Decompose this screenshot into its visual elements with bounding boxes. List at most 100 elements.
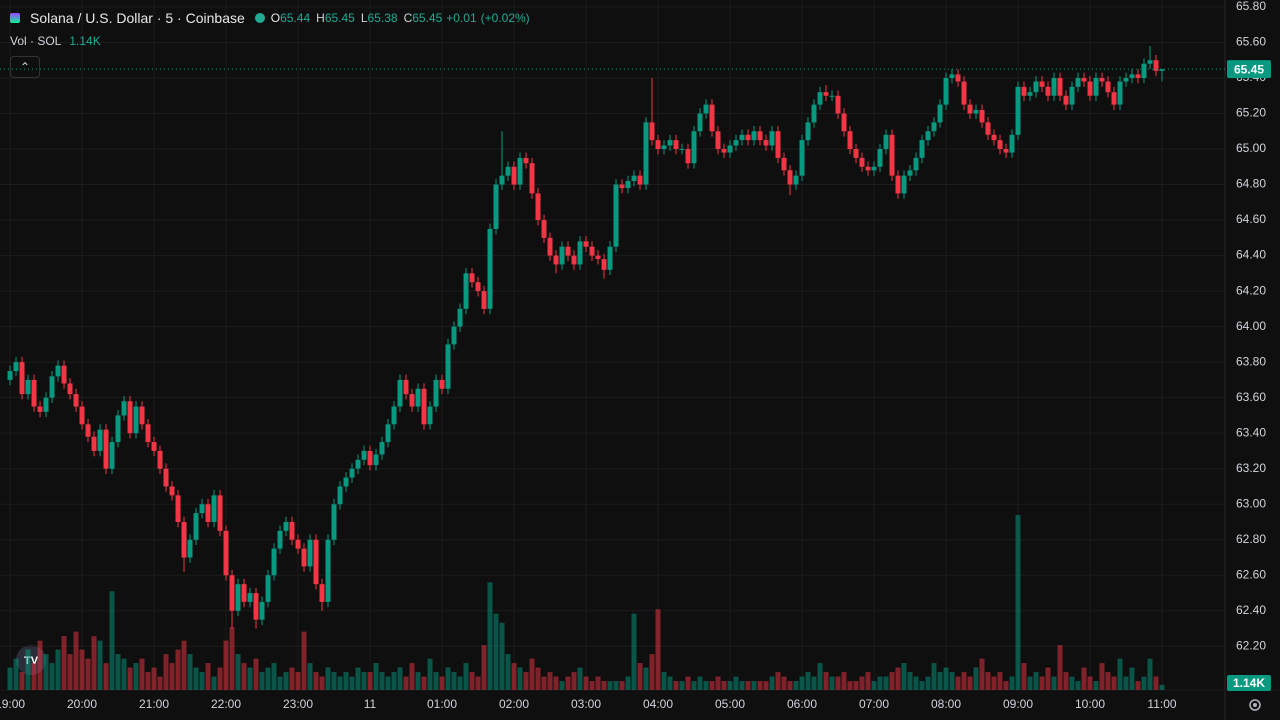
volume-bar — [493, 613, 499, 690]
volume-bar — [505, 654, 511, 690]
volume-bar — [253, 658, 259, 690]
volume-bar — [775, 672, 781, 690]
volume-bar — [373, 663, 379, 690]
candle-body — [409, 394, 415, 407]
volume-bar — [343, 672, 349, 690]
candle-body — [673, 140, 679, 150]
x-tick-label: 11 — [364, 697, 377, 711]
volume-bar — [1063, 672, 1069, 690]
candle-body — [985, 122, 991, 135]
candle-body — [475, 282, 481, 292]
ohlc-label: O — [270, 11, 281, 25]
candle-body — [313, 539, 319, 585]
collapse-button[interactable]: ⌃ — [10, 56, 40, 78]
symbol[interactable]: Solana / U.S. Dollar · 5 · Coinbase — [30, 10, 245, 26]
volume-bar — [67, 654, 73, 690]
volume-bar — [385, 676, 391, 690]
candle-body — [25, 379, 31, 395]
candle-body — [997, 140, 1003, 150]
volume-bar — [193, 667, 199, 690]
candle-body — [331, 504, 337, 540]
candle-body — [1057, 77, 1063, 96]
candle-body — [373, 454, 379, 466]
y-tick-label: 63.00 — [1236, 496, 1266, 510]
volume-bar — [163, 654, 169, 690]
volume-bar — [445, 667, 451, 690]
candle-body — [469, 273, 475, 283]
candle-body — [889, 134, 895, 176]
volume-bar — [127, 667, 133, 690]
candle-body — [487, 228, 493, 309]
candle-body — [1111, 92, 1117, 105]
candle-body — [547, 237, 553, 256]
candle-body — [589, 246, 595, 256]
volume-bar — [967, 676, 973, 690]
candle-body — [919, 140, 925, 158]
candle-body — [679, 149, 685, 151]
volume-bar — [955, 676, 961, 690]
volume-bar — [31, 663, 37, 690]
candle-body — [223, 530, 229, 576]
volume-bar — [901, 663, 907, 690]
candle-body — [967, 104, 973, 114]
volume-bar — [217, 667, 223, 690]
y-tick-label: 64.20 — [1236, 283, 1266, 297]
volume-bar — [481, 645, 487, 690]
volume-bar — [235, 654, 241, 690]
volume-bar — [379, 672, 385, 690]
candle-body — [289, 521, 295, 540]
candle-body — [1063, 95, 1069, 105]
volume-bar — [1069, 676, 1075, 690]
candle-body — [1051, 77, 1057, 96]
volume-bar — [697, 676, 703, 690]
candle-body — [259, 601, 265, 620]
volume-bar — [985, 672, 991, 690]
candle-body — [457, 308, 463, 327]
volume-bar — [415, 672, 421, 690]
volume-bar — [829, 676, 835, 690]
volume-bar — [289, 667, 295, 690]
candle-body — [739, 134, 745, 141]
candle-body — [517, 157, 523, 185]
settings-icon[interactable] — [1249, 699, 1261, 711]
volume-bar — [325, 667, 331, 690]
y-tick-label: 64.60 — [1236, 212, 1266, 226]
volume-bar — [559, 681, 565, 690]
candle-body — [1027, 92, 1033, 96]
volume-bar — [673, 681, 679, 690]
candle-body — [1159, 69, 1165, 71]
candle-body — [319, 584, 325, 602]
volume-bar — [889, 672, 895, 690]
candle-body — [895, 175, 901, 194]
y-tick-label: 63.80 — [1236, 354, 1266, 368]
candle-body — [1153, 60, 1159, 71]
ohlc-value: 65.45 — [412, 11, 443, 25]
volume-bar — [109, 591, 115, 690]
x-tick-label: 10:00 — [1075, 697, 1105, 711]
volume-bar — [949, 672, 955, 690]
volume-bar — [403, 676, 409, 690]
candle-body — [937, 104, 943, 123]
candle-body — [379, 442, 385, 455]
candle-body — [133, 406, 139, 434]
volume-bar — [1123, 676, 1129, 690]
ohlc-label: C — [403, 11, 413, 25]
volume-bar — [205, 663, 211, 690]
volume-bar — [1099, 663, 1105, 690]
volume-bar — [199, 672, 205, 690]
candle-body — [721, 149, 727, 153]
volume-bar — [877, 676, 883, 690]
volume-bar — [307, 663, 313, 690]
candle-body — [853, 149, 859, 158]
candle-body — [337, 486, 343, 505]
candle-body — [751, 131, 757, 141]
volume-bar — [871, 681, 877, 690]
candle-body — [559, 246, 565, 265]
volume-bar — [223, 640, 229, 690]
candle-body — [427, 406, 433, 425]
candle-body — [91, 436, 97, 451]
x-tick-label: 04:00 — [643, 697, 673, 711]
volume-bar — [535, 667, 541, 690]
candle-body — [157, 450, 163, 469]
candle-body — [193, 513, 199, 540]
